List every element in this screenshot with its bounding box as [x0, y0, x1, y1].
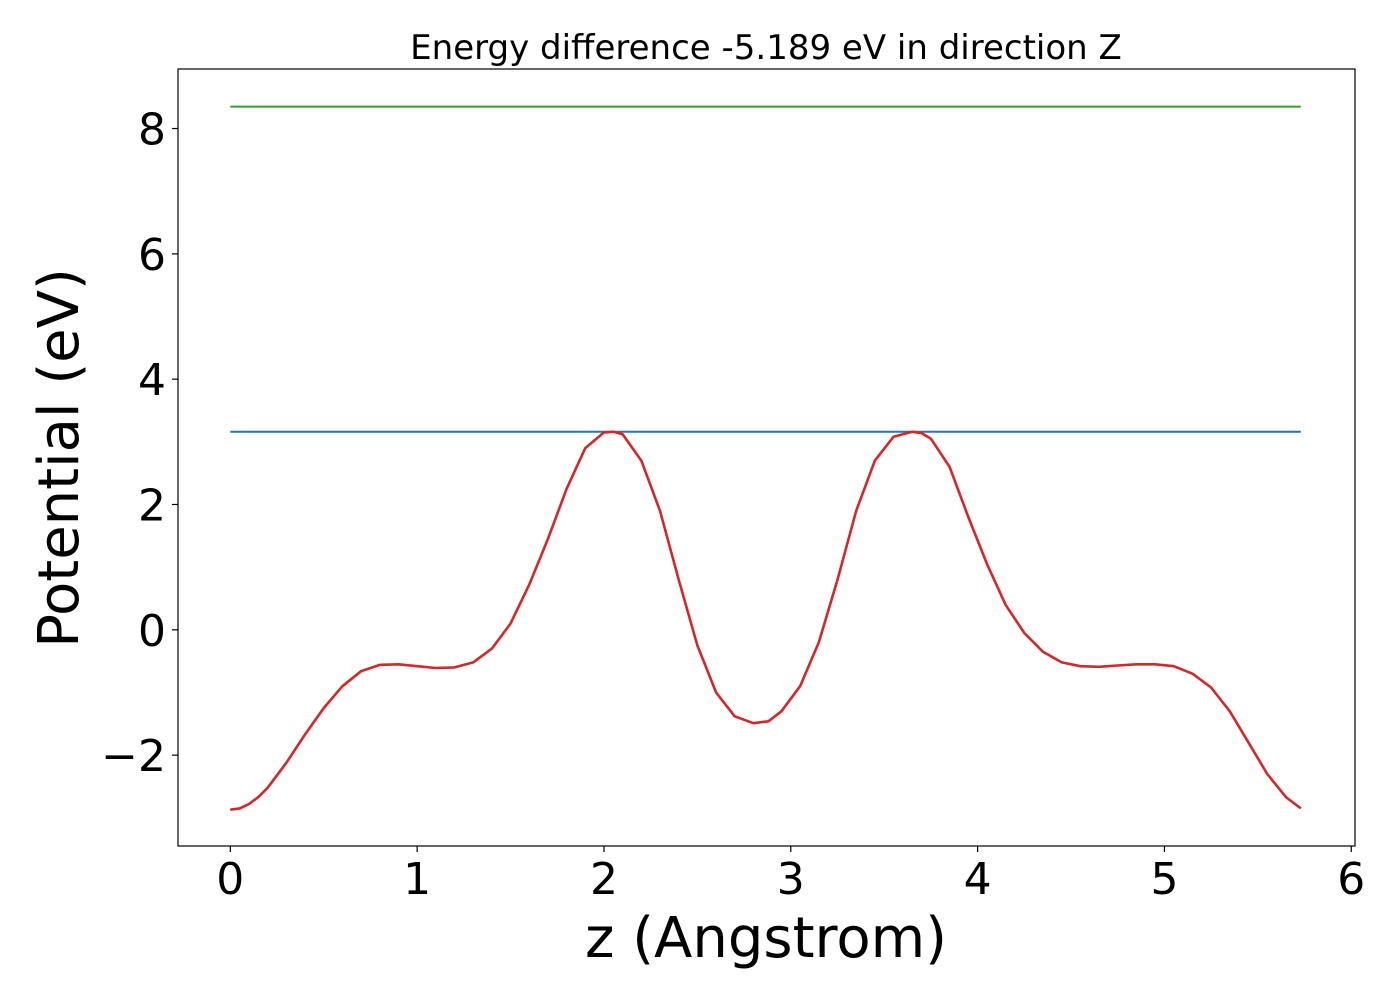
y-tick-label: 6: [138, 230, 166, 281]
x-tick-label: 2: [590, 854, 618, 905]
y-tick-label: 0: [138, 606, 166, 657]
x-tick-label: 1: [403, 854, 431, 905]
x-tick-label: 3: [777, 854, 805, 905]
x-tick-label: 4: [964, 854, 992, 905]
x-tick-label: 0: [216, 854, 244, 905]
y-tick-label: −2: [101, 731, 166, 782]
chart-title: Energy difference -5.189 eV in direction…: [410, 28, 1122, 68]
y-tick-label: 2: [138, 480, 166, 531]
y-tick-label: 4: [138, 355, 166, 406]
y-axis-label: Potential (eV): [27, 268, 92, 648]
x-tick-label: 6: [1337, 854, 1365, 905]
y-tick-label: 8: [138, 105, 166, 156]
x-tick-label: 5: [1150, 854, 1178, 905]
x-axis-label: z (Angstrom): [585, 906, 947, 971]
